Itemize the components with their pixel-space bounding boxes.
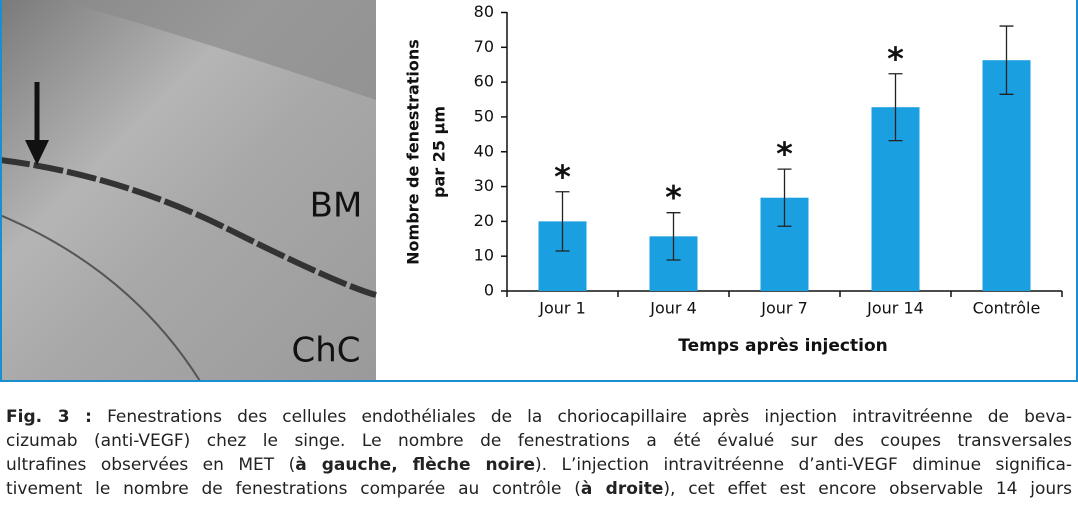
caption-text: tivement le nombre de fenestrations comp… bbox=[6, 479, 581, 499]
caption-line: cizumab (anti-VEGF) chez le singe. Le no… bbox=[6, 429, 1072, 453]
significance-mark: * bbox=[554, 158, 571, 196]
y-tick-label: 20 bbox=[474, 211, 494, 230]
caption-line: Fig. 3 : Fenestrations des cellules endo… bbox=[6, 405, 1072, 429]
y-tick-label: 30 bbox=[474, 176, 494, 195]
error-bar bbox=[999, 25, 1014, 95]
caption-text: ultrafines observées en MET ( bbox=[6, 455, 296, 475]
error-bar bbox=[777, 168, 792, 227]
y-tick-label: 40 bbox=[474, 141, 494, 160]
y-tick-label: 60 bbox=[474, 72, 494, 91]
significance-mark: * bbox=[665, 179, 682, 217]
significance-mark: * bbox=[776, 135, 793, 173]
bar bbox=[982, 60, 1031, 291]
frame bbox=[0, 0, 1078, 382]
figure: BM ChC Nombre de fenestrations par 25 µm… bbox=[0, 0, 1078, 382]
caption-text: à droite bbox=[580, 479, 664, 499]
error-bar bbox=[555, 191, 570, 252]
x-tick-label: Jour 7 bbox=[760, 299, 808, 318]
caption-text: à gauche, flèche noire bbox=[295, 455, 536, 475]
y-tick-label: 50 bbox=[474, 106, 494, 125]
caption-text: ), cet effet est encore observable 14 jo… bbox=[663, 479, 1072, 499]
y-tick-label: 0 bbox=[484, 281, 494, 300]
x-tick-label: Jour 1 bbox=[538, 299, 586, 318]
caption-text: cizumab (anti-VEGF) chez le singe. Le no… bbox=[6, 431, 1072, 451]
micrograph: BM ChC bbox=[0, 0, 377, 382]
x-axis-label: Temps après injection bbox=[678, 336, 887, 356]
x-tick-label: Jour 14 bbox=[866, 299, 924, 318]
micrograph-label: ChC bbox=[291, 331, 360, 371]
y-tick-label: 80 bbox=[474, 2, 494, 21]
y-tick-label: 10 bbox=[474, 246, 494, 265]
y-axis-label: Nombre de fenestrations bbox=[404, 39, 423, 265]
caption-line: ultrafines observées en MET (à gauche, f… bbox=[6, 453, 1072, 477]
caption: Fig. 3 : Fenestrations des cellules endo… bbox=[6, 405, 1072, 501]
x-tick-label: Jour 4 bbox=[649, 299, 697, 318]
caption-text: ). L’injection intravitréenne d’anti-VEG… bbox=[535, 455, 1072, 475]
caption-text: Fenestrations des cellules endothéliales… bbox=[91, 407, 1072, 427]
y-tick-label: 70 bbox=[474, 37, 494, 56]
micrograph-label: BM bbox=[310, 186, 363, 226]
x-tick-label: Contrôle bbox=[973, 299, 1041, 318]
y-axis-label: par 25 µm bbox=[430, 106, 449, 198]
caption-line: tivement le nombre de fenestrations comp… bbox=[6, 477, 1072, 501]
error-bar bbox=[666, 212, 681, 261]
caption-text: Fig. 3 : bbox=[6, 407, 92, 427]
significance-mark: * bbox=[887, 40, 904, 78]
error-bar bbox=[888, 73, 903, 142]
